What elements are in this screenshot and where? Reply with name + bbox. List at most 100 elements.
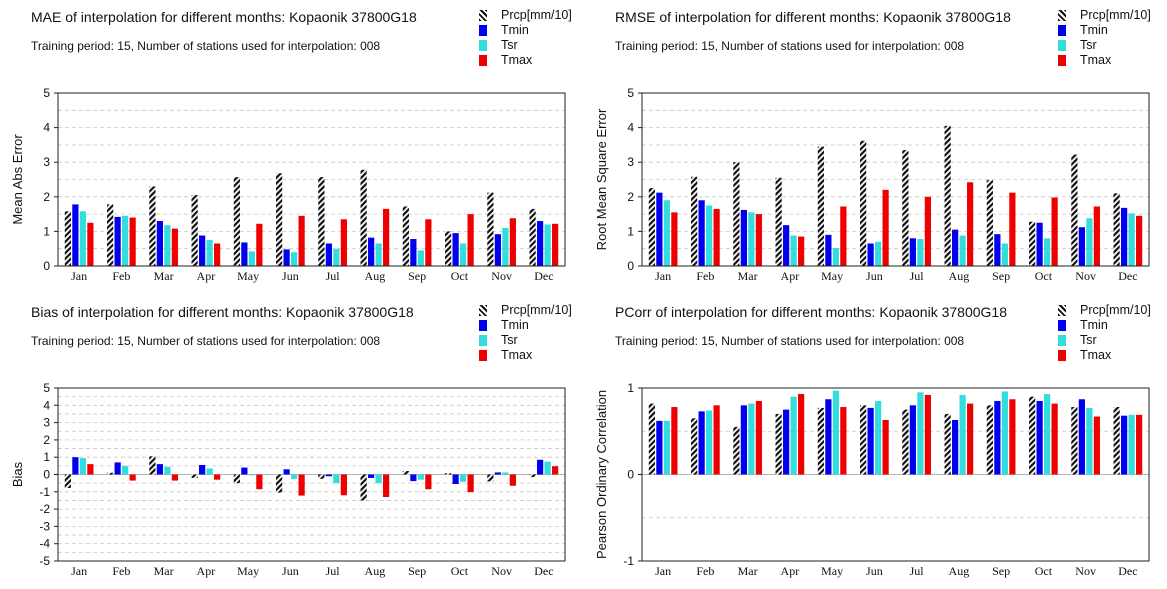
x-tick-label: Apr bbox=[197, 564, 216, 578]
bar-tmax-oct bbox=[467, 474, 474, 493]
bar-tmin-feb bbox=[114, 462, 121, 475]
bar-tsr-sep bbox=[1001, 243, 1008, 266]
bar-tmax-aug bbox=[383, 474, 390, 497]
rmse-chart-plot: 0 1 2 3 4 5 Jan Feb Mar Apr May Jun Jul Aug Sep Oct Nov D… bbox=[594, 86, 1150, 283]
bar-tmax-may bbox=[256, 474, 263, 490]
legend-swatch bbox=[479, 40, 487, 51]
x-tick-label: Mar bbox=[738, 564, 758, 578]
x-tick-label: Dec bbox=[534, 564, 553, 578]
legend-item-tmax: Tmax bbox=[479, 53, 589, 68]
y-tick-label: 4 bbox=[43, 121, 50, 135]
bar-tsr-sep bbox=[417, 250, 424, 266]
y-tick-label: -2 bbox=[39, 502, 50, 516]
legend-label: Tsr bbox=[1080, 333, 1097, 347]
x-tick-label: Feb bbox=[112, 564, 130, 578]
bar-prcp-feb bbox=[107, 472, 114, 475]
bar-tmin-dec bbox=[537, 459, 544, 475]
legend-swatch bbox=[1058, 55, 1066, 66]
chart-subtitle: Training period: 15, Number of stations … bbox=[31, 334, 381, 348]
x-tick-label: Mar bbox=[154, 269, 174, 283]
bar-tsr-aug bbox=[375, 474, 382, 484]
bar-tsr-jun bbox=[875, 241, 882, 266]
y-tick-label: 2 bbox=[43, 190, 50, 204]
y-tick-label: -1 bbox=[39, 485, 50, 499]
legend-swatch bbox=[479, 10, 487, 21]
legend-label: Tmax bbox=[501, 348, 533, 362]
legend-swatch bbox=[479, 305, 487, 316]
bar-tmax-may bbox=[840, 407, 847, 475]
bar-prcp-nov bbox=[487, 474, 494, 482]
chart-title: Bias of interpolation for different mont… bbox=[31, 304, 414, 320]
bar-tsr-dec bbox=[1128, 213, 1135, 266]
bar-tmax-feb bbox=[713, 208, 720, 266]
legend-swatch bbox=[1058, 335, 1066, 346]
legend-item-tsr: Tsr bbox=[1058, 38, 1167, 53]
legend-swatch bbox=[1058, 350, 1066, 361]
y-tick-label: 3 bbox=[627, 155, 634, 169]
bar-tmax-sep bbox=[1009, 399, 1016, 475]
legend-label: Tmin bbox=[501, 318, 529, 332]
legend-item-tmin: Tmin bbox=[479, 23, 589, 38]
legend-item-prcp: Prcp[mm/10] bbox=[1058, 8, 1167, 23]
bar-tmax-feb bbox=[713, 405, 720, 475]
bar-tsr-jul bbox=[333, 248, 340, 266]
legend-label: Prcp[mm/10] bbox=[501, 303, 572, 317]
bar-tsr-aug bbox=[375, 243, 382, 266]
chart-subtitle: Training period: 15, Number of stations … bbox=[615, 334, 965, 348]
bar-tmin-aug bbox=[368, 474, 375, 478]
bar-tmin-dec bbox=[1121, 415, 1128, 475]
bar-prcp-jul bbox=[318, 474, 325, 479]
x-tick-label: May bbox=[821, 564, 843, 578]
bar-tmax-mar bbox=[171, 474, 178, 481]
legend-item-tsr: Tsr bbox=[479, 38, 589, 53]
bar-tmax-feb bbox=[129, 217, 136, 266]
chart-title: RMSE of interpolation for different mont… bbox=[615, 9, 1011, 25]
chart-legend: Prcp[mm/10] Tmin Tsr Tmax bbox=[1058, 8, 1167, 68]
x-tick-label: Jun bbox=[866, 269, 883, 283]
legend-label: Tsr bbox=[501, 333, 518, 347]
y-tick-label: -1 bbox=[623, 554, 634, 568]
x-tick-label: Nov bbox=[1075, 269, 1096, 283]
bar-prcp-oct bbox=[445, 473, 452, 475]
x-tick-label: Sep bbox=[992, 564, 1010, 578]
x-tick-label: Feb bbox=[112, 269, 130, 283]
bar-prcp-apr bbox=[775, 177, 782, 266]
bar-tsr-oct bbox=[460, 474, 467, 482]
bar-tmax-nov bbox=[1093, 416, 1100, 475]
bar-prcp-may bbox=[233, 474, 240, 484]
bar-tmax-jun bbox=[882, 189, 889, 266]
bar-prcp-aug bbox=[944, 125, 951, 267]
bar-prcp-may bbox=[817, 407, 824, 475]
x-tick-label: Mar bbox=[738, 269, 758, 283]
legend-swatch bbox=[1058, 305, 1066, 316]
x-tick-label: Oct bbox=[1035, 564, 1053, 578]
y-tick-label: 1 bbox=[43, 450, 50, 464]
legend-item-tsr: Tsr bbox=[479, 333, 589, 348]
x-tick-label: May bbox=[237, 564, 259, 578]
legend-label: Tmin bbox=[1080, 318, 1108, 332]
bar-tmin-jul bbox=[325, 474, 332, 477]
bar-tmin-oct bbox=[1036, 400, 1043, 475]
bar-tmin-oct bbox=[1036, 222, 1043, 266]
legend-item-prcp: Prcp[mm/10] bbox=[479, 8, 589, 23]
bar-tmin-nov bbox=[1078, 399, 1085, 475]
bar-tmax-may bbox=[256, 223, 263, 266]
x-tick-label: Oct bbox=[451, 269, 469, 283]
x-tick-label: Jun bbox=[866, 564, 883, 578]
bar-tmin-oct bbox=[452, 474, 459, 485]
bar-prcp-apr bbox=[191, 474, 198, 478]
bar-tmin-jun bbox=[867, 407, 874, 475]
bar-tsr-jul bbox=[917, 239, 924, 266]
y-tick-label: -5 bbox=[39, 554, 50, 568]
x-tick-label: Sep bbox=[992, 269, 1010, 283]
bar-tmin-apr bbox=[783, 225, 790, 266]
chart-legend: Prcp[mm/10] Tmin Tsr Tmax bbox=[479, 8, 589, 68]
bar-tsr-aug bbox=[959, 394, 966, 475]
x-tick-label: Nov bbox=[1075, 564, 1096, 578]
bar-prcp-oct bbox=[445, 231, 452, 266]
legend-swatch bbox=[479, 320, 487, 331]
bar-tmin-apr bbox=[199, 464, 206, 475]
bias-chart-plot: -5 -4 -3 -2 -1 0 1 2 3 4 5 Jan Feb Mar Apr May Jun Jul Aug… bbox=[10, 381, 566, 578]
bar-tmax-jun bbox=[882, 420, 889, 475]
bar-prcp-oct bbox=[1029, 221, 1036, 266]
